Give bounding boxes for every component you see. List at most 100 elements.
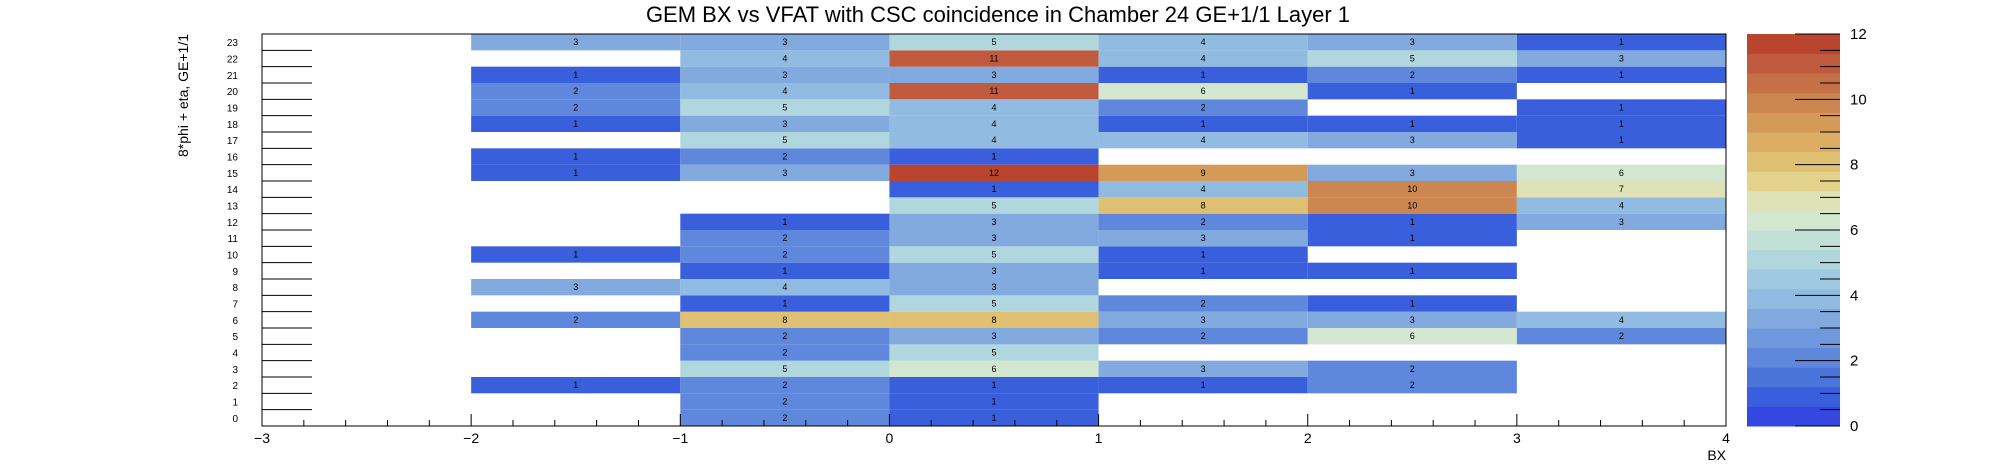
heatmap-cell: [889, 409, 1099, 426]
cell-value-label: 2: [573, 86, 578, 96]
cell-value-label: 1: [1410, 86, 1415, 96]
y-tick-label: 14: [227, 185, 239, 196]
palette-swatch: [1747, 269, 1840, 290]
heatmap-cell: [680, 148, 890, 165]
cell-value-label: 3: [782, 168, 787, 178]
cell-value-label: 1: [1619, 103, 1624, 113]
z-tick-label: 6: [1850, 222, 1858, 239]
heatmap-cell: [889, 181, 1099, 198]
cell-value-label: 1: [1201, 266, 1206, 276]
cell-value-label: 6: [1410, 331, 1415, 341]
heatmap-cell: [680, 34, 890, 51]
z-tick-label: 4: [1850, 287, 1858, 304]
heatmap-cell: [1307, 311, 1517, 328]
heatmap-cell: [1307, 132, 1517, 149]
y-tick-label: 4: [232, 349, 238, 360]
heatmap-cell: [889, 99, 1099, 116]
cell-value-label: 8: [1201, 201, 1206, 211]
heatmap-cell: [1307, 181, 1517, 198]
cell-value-label: 9: [1201, 168, 1206, 178]
cell-value-label: 5: [782, 364, 787, 374]
heatmap-cell: [1307, 230, 1517, 247]
heatmap-cell: [889, 377, 1099, 394]
heatmap-cell: [889, 344, 1099, 361]
cell-value-label: 2: [573, 103, 578, 113]
cell-value-label: 1: [573, 168, 578, 178]
cell-value-label: 1: [991, 413, 996, 423]
cell-value-label: 1: [1201, 119, 1206, 129]
cell-value-label: 10: [1407, 184, 1417, 194]
heatmap-cell: [471, 148, 681, 165]
cell-value-label: 3: [1201, 233, 1206, 243]
cell-value-label: 4: [991, 135, 996, 145]
cell-value-label: 5: [782, 135, 787, 145]
heatmap-cell: [889, 311, 1099, 328]
cell-value-label: 2: [1619, 331, 1624, 341]
palette-swatch: [1747, 406, 1840, 427]
cell-value-label: 3: [1410, 37, 1415, 47]
palette-swatch: [1747, 386, 1840, 407]
cell-value-label: 1: [1410, 266, 1415, 276]
cell-value-label: 4: [1201, 135, 1206, 145]
cell-value-label: 1: [991, 152, 996, 162]
x-tick-label: 3: [1513, 430, 1521, 446]
heatmap-cell: [1098, 115, 1308, 132]
cell-value-label: 1: [991, 184, 996, 194]
heatmap-cell: [889, 295, 1099, 312]
palette-swatch: [1747, 53, 1840, 74]
heatmap-cell: [1516, 213, 1726, 230]
palette-swatch: [1747, 288, 1840, 309]
cell-value-label: 5: [991, 250, 996, 260]
cell-value-label: 5: [782, 103, 787, 113]
cell-value-label: 5: [991, 348, 996, 358]
cell-value-label: 3: [991, 331, 996, 341]
y-axis-title: 8*phi + eta, GE+1/1: [175, 34, 191, 157]
cell-value-label: 5: [991, 299, 996, 309]
cell-value-label: 2: [782, 397, 787, 407]
heatmap-cell: [1516, 132, 1726, 149]
heatmap-cell: [889, 230, 1099, 247]
palette-swatch: [1747, 230, 1840, 251]
cell-value-label: 4: [1201, 184, 1206, 194]
heatmap-cell: [889, 50, 1099, 67]
heatmap-cell: [1516, 66, 1726, 83]
cell-value-label: 2: [1201, 217, 1206, 227]
cell-value-label: 5: [991, 201, 996, 211]
z-tick-label: 10: [1850, 91, 1867, 108]
y-tick-label: 10: [227, 251, 239, 262]
y-tick-label: 2: [232, 381, 238, 392]
heatmap-cell: [889, 66, 1099, 83]
heatmap-cell: [889, 132, 1099, 149]
x-tick-label: −2: [463, 430, 479, 446]
cell-value-label: 1: [782, 217, 787, 227]
cell-value-label: 6: [1619, 168, 1624, 178]
heatmap-cell: [471, 83, 681, 100]
cell-value-label: 11: [989, 86, 998, 96]
cell-value-label: 3: [573, 282, 578, 292]
cell-value-label: 3: [991, 233, 996, 243]
heatmap-cell: [1307, 213, 1517, 230]
cell-value-label: 1: [782, 266, 787, 276]
heatmap-cell: [1098, 377, 1308, 394]
heatmap-cell: [1098, 213, 1308, 230]
cell-value-label: 3: [782, 37, 787, 47]
cell-value-label: 3: [991, 266, 996, 276]
heatmap-cell: [1307, 262, 1517, 279]
palette-swatch: [1747, 34, 1840, 55]
y-tick-label: 8: [232, 283, 238, 294]
cell-value-label: 4: [991, 119, 996, 129]
cell-value-label: 4: [991, 103, 996, 113]
heatmap-cell: [1307, 197, 1517, 214]
palette-swatch: [1747, 151, 1840, 172]
cell-value-label: 3: [1410, 135, 1415, 145]
cell-value-label: 1: [1619, 37, 1624, 47]
cell-value-label: 1: [782, 299, 787, 309]
heatmap-cell: [1098, 246, 1308, 263]
cell-value-label: 1: [573, 70, 578, 80]
heatmap-cell: [680, 279, 890, 296]
heatmap-cell: [1516, 197, 1726, 214]
y-tick-label: 17: [227, 136, 239, 147]
y-tick-label: 7: [232, 300, 238, 311]
heatmap-cell: [680, 246, 890, 263]
